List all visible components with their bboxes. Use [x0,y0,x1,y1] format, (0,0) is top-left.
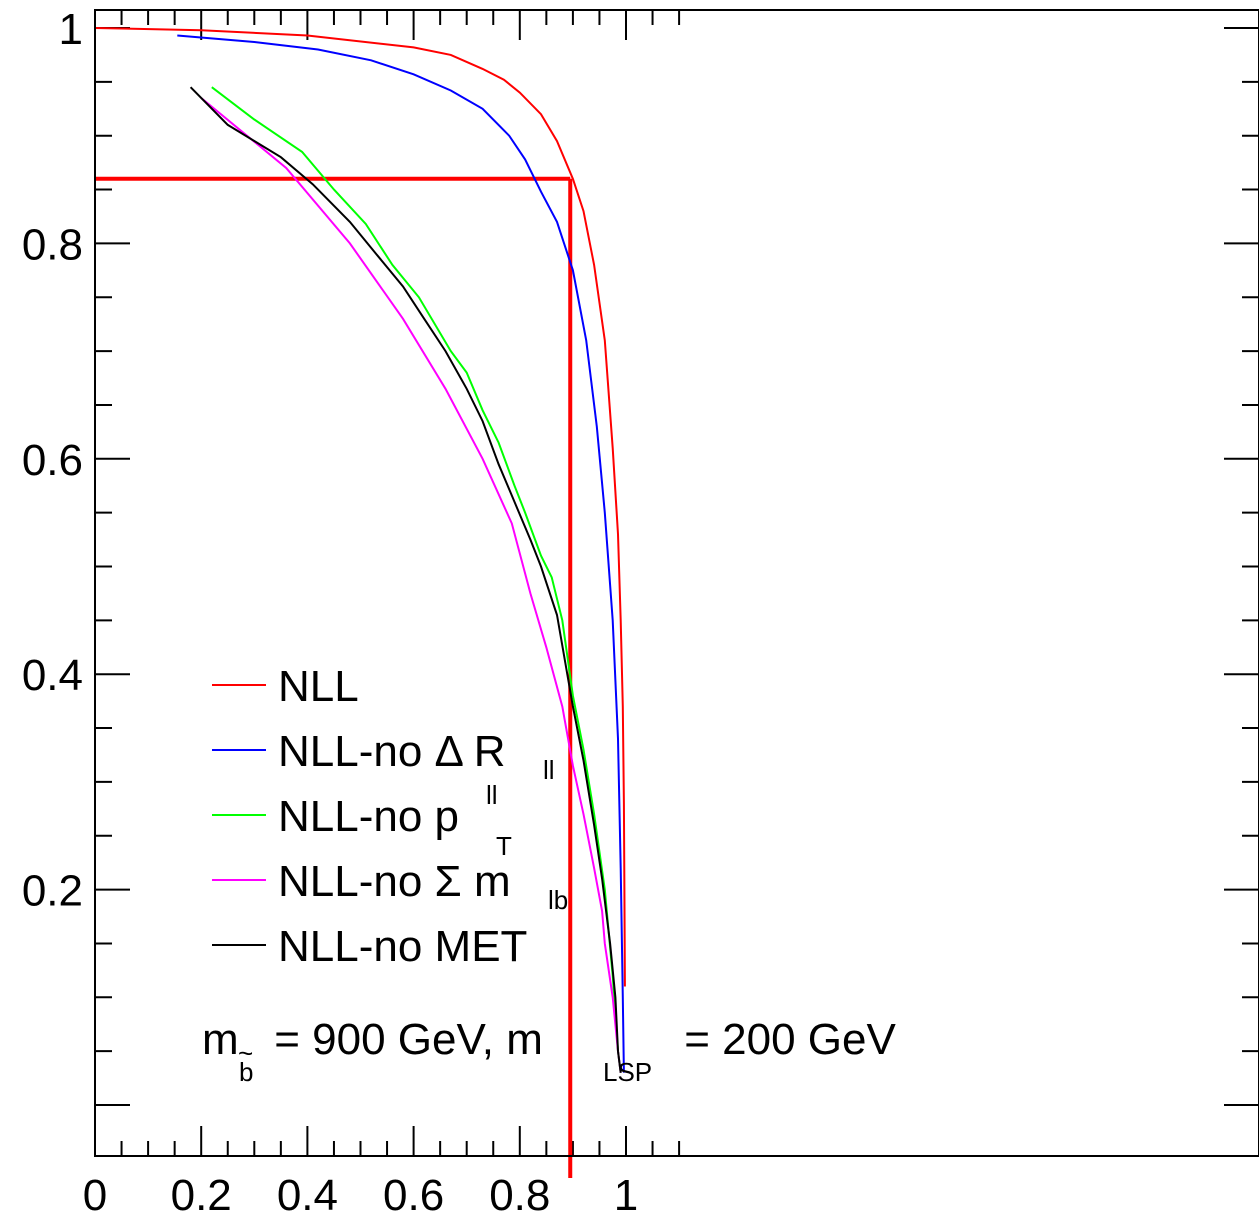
y-tick-label: 0.4 [22,651,83,700]
x-tick-label: 0 [83,1171,107,1216]
x-tick-label: 0.2 [171,1171,232,1216]
y-tick-label: 1 [59,5,83,54]
series-nll-no-met [189,86,622,1073]
y-tick-label: 0.6 [22,436,83,485]
legend-sub-no-pt: T [496,831,512,861]
series-nll-no-mlb [200,97,622,1073]
annotation-prefix-sub: b [239,1057,253,1087]
legend-sub-no-dr: ll [543,755,555,785]
legend-label-no-pt: NLL-no p [278,792,459,841]
x-tick-label: 0.4 [277,1171,338,1216]
legend: NLL NLL-no Δ R ll NLL-no p ll T NLL-no Σ… [212,662,568,971]
series-nll [94,27,626,987]
legend-label-no-mlb: NLL-no Σ m [278,857,511,906]
series-nll-no-dr [177,34,625,1073]
legend-label-nll: NLL [278,662,359,711]
annotation-prefix: m [202,1015,239,1064]
annotation-suffix: = 200 GeV [672,1015,896,1064]
ticks-layer [94,10,1259,1156]
legend-label-no-dr: NLL-no Δ R [278,727,506,776]
legend-sub-no-mlb: lb [548,885,568,915]
x-tick-label: 1 [614,1171,638,1216]
y-tick-label: 0.8 [22,220,83,269]
annotation-middle-sub: LSP [603,1057,652,1087]
tick-labels: 0 0.2 0.4 0.6 0.8 1 0.2 0.4 0.6 0.8 1 [22,5,638,1216]
x-tick-label: 0.6 [383,1171,444,1216]
legend-label-no-met: NLL-no MET [278,922,527,971]
series-nll-no-pt [211,86,622,1073]
x-tick-label: 0.8 [489,1171,550,1216]
annotation-prefix-accent: ~ [238,1038,253,1068]
series-layer [94,27,626,1073]
legend-sup-no-pt: ll [486,780,498,810]
mass-annotation: m ~ b = 900 GeV, m LSP = 200 GeV [202,1015,896,1087]
annotation-middle: = 900 GeV, m [262,1015,543,1064]
plot-frame [94,9,1259,1157]
y-tick-label: 0.2 [22,867,83,916]
